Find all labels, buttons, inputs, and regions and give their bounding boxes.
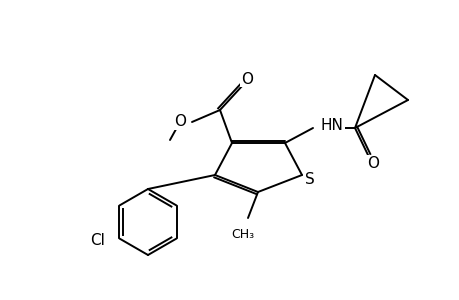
Text: Cl: Cl (90, 233, 105, 248)
Text: CH₃: CH₃ (231, 228, 254, 241)
Text: S: S (304, 172, 314, 188)
Text: HN: HN (320, 118, 343, 133)
Text: O: O (366, 155, 378, 170)
Text: O: O (174, 115, 185, 130)
Text: O: O (241, 71, 252, 86)
